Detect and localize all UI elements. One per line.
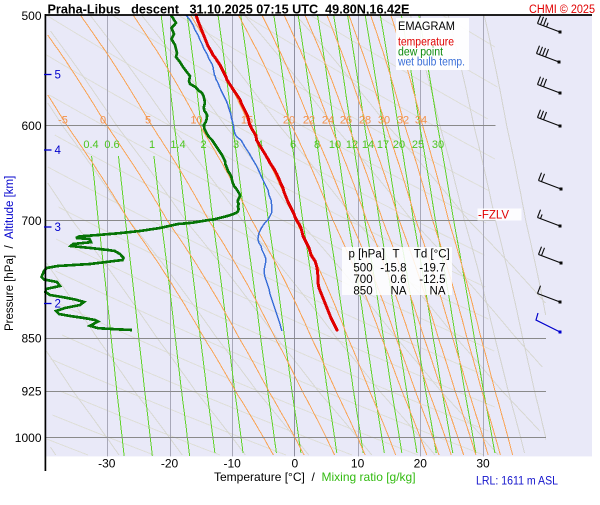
svg-text:30: 30 [378,115,390,127]
svg-text:-15.8: -15.8 [380,263,406,275]
svg-text:34: 34 [415,115,427,127]
svg-text:3: 3 [233,139,239,151]
svg-text:14: 14 [362,139,374,151]
svg-text:wet bulb temp.: wet bulb temp. [397,57,465,69]
svg-text:20: 20 [283,115,295,127]
svg-text:p [hPa]: p [hPa] [349,249,385,261]
svg-text:8: 8 [314,139,320,151]
svg-text:NA: NA [430,286,446,298]
svg-text:22: 22 [303,115,315,127]
svg-text:2: 2 [55,299,61,311]
svg-text:NA: NA [391,286,407,298]
svg-text:1.4: 1.4 [170,139,185,151]
svg-text:-19.7: -19.7 [419,263,445,275]
svg-text:0.6: 0.6 [391,274,407,286]
svg-text:500: 500 [21,9,41,23]
svg-text:32: 32 [397,115,409,127]
svg-text:20: 20 [393,139,405,151]
svg-text:-20: -20 [161,457,179,471]
svg-text:500: 500 [353,263,372,275]
svg-text:28: 28 [359,115,371,127]
svg-text:Temperature [°C] / Mixing ra: Temperature [°C] / Mixing ratio [g/kg] [214,470,416,484]
svg-text:5: 5 [55,70,61,82]
svg-text:dew point: dew point [398,47,444,59]
svg-text:600: 600 [21,119,41,133]
svg-text:24: 24 [322,115,334,127]
svg-text:0.6: 0.6 [104,139,119,151]
svg-text:LRL: 1611 m ASL: LRL: 1611 m ASL [476,474,558,488]
svg-text:-5: -5 [58,115,68,127]
svg-text:Td [°C]: Td [°C] [414,249,450,261]
svg-text:20: 20 [414,457,428,471]
svg-text:26: 26 [340,115,352,127]
svg-text:1: 1 [149,139,155,151]
svg-text:1000: 1000 [15,431,42,445]
svg-text:-10: -10 [224,457,242,471]
svg-text:-30: -30 [98,457,116,471]
svg-text:5: 5 [145,115,151,127]
svg-text:Praha-Libus descent 31.10.: Praha-Libus descent 31.10.2025 07:15 UTC… [48,3,410,17]
svg-text:700: 700 [21,214,41,228]
svg-text:10: 10 [329,139,341,151]
svg-text:30: 30 [476,457,490,471]
svg-text:850: 850 [21,332,41,346]
svg-text:850: 850 [353,286,372,298]
svg-text:10: 10 [190,115,202,127]
svg-text:temperature: temperature [398,37,454,49]
svg-text:-FZLV: -FZLV [478,210,509,222]
svg-text:0: 0 [292,457,299,471]
svg-text:6: 6 [290,139,296,151]
svg-text:Pressure [hPa] / Altitude [k: Pressure [hPa] / Altitude [km] [4,176,16,331]
svg-text:-12.5: -12.5 [419,274,445,286]
svg-text:17: 17 [377,139,389,151]
svg-text:925: 925 [21,385,41,399]
svg-text:3: 3 [55,222,61,234]
svg-text:25: 25 [412,139,424,151]
svg-text:30: 30 [432,139,444,151]
svg-text:0.4: 0.4 [83,139,98,151]
svg-text:0: 0 [100,115,106,127]
svg-text:700: 700 [353,274,372,286]
svg-text:T: T [392,249,399,261]
svg-text:10: 10 [351,457,365,471]
svg-text:12: 12 [346,139,358,151]
svg-text:4: 4 [55,145,62,157]
svg-text:EMAGRAM: EMAGRAM [398,21,455,33]
svg-text:2: 2 [200,139,206,151]
svg-text:CHMI © 2025: CHMI © 2025 [529,4,595,16]
